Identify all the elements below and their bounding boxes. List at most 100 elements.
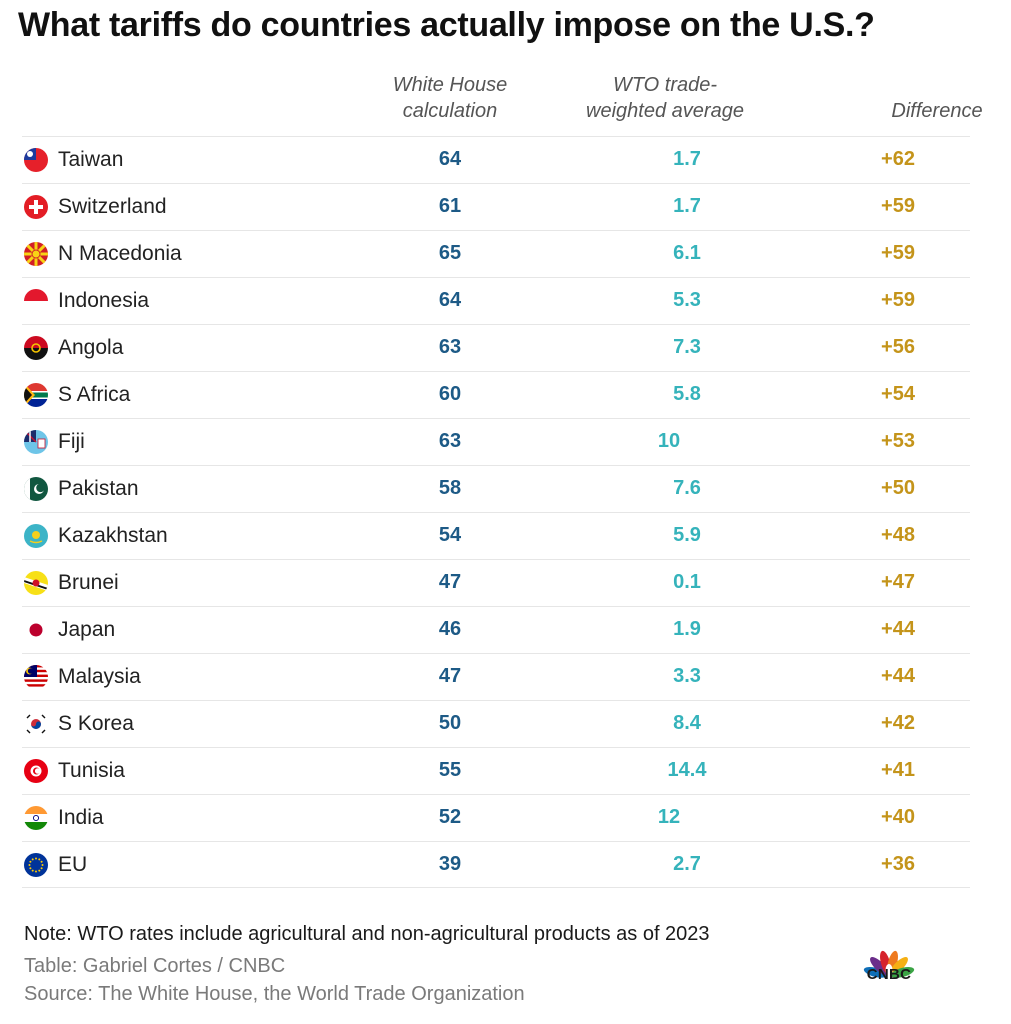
white-house-value: 63: [438, 336, 462, 358]
footer-table-credit: Table: Gabriel Cortes / CNBC: [24, 955, 286, 977]
switzerland-flag-icon: [24, 195, 48, 219]
white-house-value: 39: [438, 853, 462, 875]
taiwan-flag-icon: [24, 148, 48, 172]
table-row: Taiwan 64 1.7 +62: [22, 136, 970, 183]
table-row: India 52 12 +40: [22, 794, 970, 841]
wto-value: 5.8: [673, 383, 701, 405]
header-wto: WTO trade- weighted average: [560, 72, 770, 124]
cnbc-logo-text: CNBC: [866, 966, 912, 983]
difference-value: +59: [881, 195, 915, 217]
wto-value: 1.7: [673, 195, 701, 217]
difference-value: +56: [881, 336, 915, 358]
white-house-value: 60: [438, 383, 462, 405]
table-row: Kazakhstan 54 5.9 +48: [22, 512, 970, 559]
chart-title: What tariffs do countries actually impos…: [18, 6, 875, 44]
white-house-value: 64: [438, 289, 462, 311]
tunisia-flag-icon: [24, 759, 48, 783]
difference-value: +42: [881, 712, 915, 734]
malaysia-flag-icon: [24, 665, 48, 689]
country-name: Indonesia: [58, 289, 150, 312]
country-name: Japan: [58, 618, 116, 641]
white-house-value: 64: [438, 148, 462, 170]
white-house-value: 55: [438, 759, 462, 781]
white-house-value: 63: [438, 430, 462, 452]
difference-value: +44: [881, 618, 915, 640]
difference-value: +54: [881, 383, 915, 405]
white-house-value: 47: [438, 665, 462, 687]
table-row: Switzerland 61 1.7 +59: [22, 183, 970, 230]
country-name: Angola: [58, 336, 124, 359]
difference-value: +62: [881, 148, 915, 170]
table-row: Malaysia 47 3.3 +44: [22, 653, 970, 700]
pakistan-flag-icon: [24, 477, 48, 501]
country-name: Taiwan: [58, 148, 124, 171]
country-name: S Korea: [58, 712, 134, 735]
country-name: Fiji: [58, 430, 85, 453]
wto-value: 5.3: [673, 289, 701, 311]
wto-value: 3.3: [673, 665, 701, 687]
wto-value: 2.7: [673, 853, 701, 875]
wto-value: 10: [657, 430, 681, 452]
white-house-value: 58: [438, 477, 462, 499]
brunei-flag-icon: [24, 571, 48, 595]
angola-flag-icon: [24, 336, 48, 360]
white-house-value: 52: [438, 806, 462, 828]
difference-value: +59: [881, 242, 915, 264]
fiji-flag-icon: [24, 430, 48, 454]
table-row: Fiji 63 10 +53: [22, 418, 970, 465]
wto-value: 8.4: [673, 712, 701, 734]
country-name: EU: [58, 853, 88, 876]
footer-note: Note: WTO rates include agricultural and…: [24, 923, 710, 945]
table-row: Tunisia 55 14.4 +41: [22, 747, 970, 794]
difference-value: +48: [881, 524, 915, 546]
south-korea-flag-icon: [24, 712, 48, 736]
table-row: Indonesia 64 5.3 +59: [22, 277, 970, 324]
country-name: S Africa: [58, 383, 131, 406]
wto-value: 6.1: [673, 242, 701, 264]
cnbc-peacock-logo-icon: [863, 950, 915, 978]
table-row: Angola 63 7.3 +56: [22, 324, 970, 371]
wto-value: 0.1: [673, 571, 701, 593]
difference-value: +47: [881, 571, 915, 593]
country-name: Pakistan: [58, 477, 139, 500]
table-row: EU 39 2.7 +36: [22, 841, 970, 888]
difference-value: +59: [881, 289, 915, 311]
wto-value: 7.6: [673, 477, 701, 499]
japan-flag-icon: [24, 618, 48, 642]
difference-value: +53: [881, 430, 915, 452]
header-white-house-line1: White House: [392, 74, 508, 96]
header-white-house: White House calculation: [370, 72, 530, 124]
country-name: Tunisia: [58, 759, 125, 782]
white-house-value: 54: [438, 524, 462, 546]
india-flag-icon: [24, 806, 48, 830]
table-row: N Macedonia 65 6.1 +59: [22, 230, 970, 277]
wto-value: 14.4: [667, 759, 707, 781]
country-name: India: [58, 806, 104, 829]
country-name: Kazakhstan: [58, 524, 168, 547]
table-row: Pakistan 58 7.6 +50: [22, 465, 970, 512]
north-macedonia-flag-icon: [24, 242, 48, 266]
difference-value: +44: [881, 665, 915, 687]
table-row: Japan 46 1.9 +44: [22, 606, 970, 653]
wto-value: 12: [657, 806, 681, 828]
country-name: Brunei: [58, 571, 119, 594]
header-wto-line1: WTO trade-: [612, 74, 718, 96]
difference-value: +41: [881, 759, 915, 781]
footer-source: Source: The White House, the World Trade…: [24, 983, 525, 1005]
south-africa-flag-icon: [24, 383, 48, 407]
header-difference: Difference: [891, 100, 983, 122]
difference-value: +40: [881, 806, 915, 828]
indonesia-flag-icon: [24, 289, 48, 313]
table-row: S Africa 60 5.8 +54: [22, 371, 970, 418]
difference-value: +36: [881, 853, 915, 875]
wto-value: 1.7: [673, 148, 701, 170]
white-house-value: 46: [438, 618, 462, 640]
header-white-house-line2: calculation: [402, 100, 498, 122]
wto-value: 1.9: [673, 618, 701, 640]
white-house-value: 47: [438, 571, 462, 593]
country-name: Malaysia: [58, 665, 141, 688]
kazakhstan-flag-icon: [24, 524, 48, 548]
eu-flag-icon: [24, 853, 48, 877]
header-wto-line2: weighted average: [586, 100, 744, 122]
table-row: S Korea 50 8.4 +42: [22, 700, 970, 747]
